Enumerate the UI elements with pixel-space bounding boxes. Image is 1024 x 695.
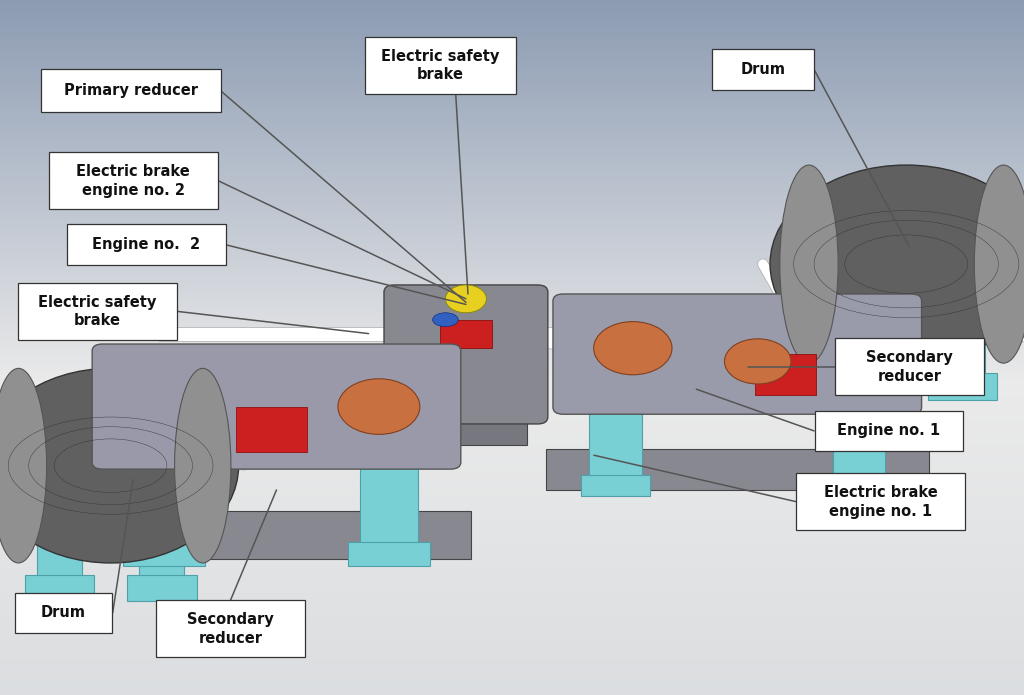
FancyBboxPatch shape bbox=[139, 500, 184, 577]
FancyBboxPatch shape bbox=[712, 49, 814, 90]
Ellipse shape bbox=[432, 313, 459, 327]
Text: Drum: Drum bbox=[740, 62, 785, 77]
Text: Secondary
reducer: Secondary reducer bbox=[187, 612, 273, 646]
FancyBboxPatch shape bbox=[553, 294, 922, 414]
Ellipse shape bbox=[594, 322, 672, 375]
Ellipse shape bbox=[725, 339, 791, 384]
Text: Secondary
reducer: Secondary reducer bbox=[866, 350, 952, 384]
Text: Drum: Drum bbox=[41, 605, 86, 621]
FancyBboxPatch shape bbox=[236, 407, 307, 452]
Text: Engine no. 1: Engine no. 1 bbox=[838, 423, 940, 439]
FancyBboxPatch shape bbox=[815, 411, 963, 451]
FancyBboxPatch shape bbox=[815, 373, 885, 400]
FancyBboxPatch shape bbox=[836, 338, 983, 395]
Ellipse shape bbox=[780, 165, 838, 363]
FancyBboxPatch shape bbox=[527, 327, 1024, 341]
FancyBboxPatch shape bbox=[82, 511, 471, 559]
FancyBboxPatch shape bbox=[37, 500, 82, 577]
Ellipse shape bbox=[975, 165, 1024, 363]
FancyBboxPatch shape bbox=[360, 455, 418, 546]
Ellipse shape bbox=[174, 368, 231, 563]
FancyBboxPatch shape bbox=[384, 285, 548, 424]
FancyBboxPatch shape bbox=[25, 575, 94, 601]
Ellipse shape bbox=[0, 368, 239, 563]
FancyBboxPatch shape bbox=[127, 575, 197, 601]
FancyBboxPatch shape bbox=[159, 327, 404, 341]
FancyBboxPatch shape bbox=[590, 395, 641, 478]
FancyBboxPatch shape bbox=[440, 320, 492, 348]
FancyBboxPatch shape bbox=[797, 473, 965, 530]
FancyBboxPatch shape bbox=[42, 69, 221, 112]
FancyBboxPatch shape bbox=[581, 475, 650, 496]
FancyBboxPatch shape bbox=[18, 283, 176, 340]
FancyBboxPatch shape bbox=[546, 449, 929, 490]
FancyBboxPatch shape bbox=[928, 373, 997, 400]
FancyBboxPatch shape bbox=[824, 475, 894, 496]
FancyBboxPatch shape bbox=[348, 542, 430, 566]
FancyBboxPatch shape bbox=[827, 299, 872, 375]
Text: Electric safety
brake: Electric safety brake bbox=[38, 295, 157, 328]
FancyBboxPatch shape bbox=[67, 224, 225, 265]
FancyBboxPatch shape bbox=[49, 152, 218, 209]
Ellipse shape bbox=[445, 285, 486, 313]
Ellipse shape bbox=[770, 165, 1024, 363]
Ellipse shape bbox=[338, 379, 420, 434]
FancyBboxPatch shape bbox=[135, 455, 193, 546]
FancyBboxPatch shape bbox=[365, 37, 516, 94]
Ellipse shape bbox=[0, 368, 47, 563]
FancyBboxPatch shape bbox=[14, 593, 113, 633]
FancyBboxPatch shape bbox=[834, 395, 885, 478]
Text: Engine no.  2: Engine no. 2 bbox=[92, 237, 201, 252]
FancyBboxPatch shape bbox=[404, 410, 527, 445]
Text: Primary reducer: Primary reducer bbox=[65, 83, 198, 98]
FancyBboxPatch shape bbox=[940, 299, 985, 375]
FancyBboxPatch shape bbox=[123, 542, 205, 566]
FancyBboxPatch shape bbox=[92, 344, 461, 469]
Text: Electric brake
engine no. 2: Electric brake engine no. 2 bbox=[76, 164, 190, 197]
Text: Electric brake
engine no. 1: Electric brake engine no. 1 bbox=[823, 485, 938, 518]
FancyBboxPatch shape bbox=[755, 354, 815, 395]
Text: Electric safety
brake: Electric safety brake bbox=[381, 49, 500, 82]
FancyBboxPatch shape bbox=[157, 600, 305, 657]
